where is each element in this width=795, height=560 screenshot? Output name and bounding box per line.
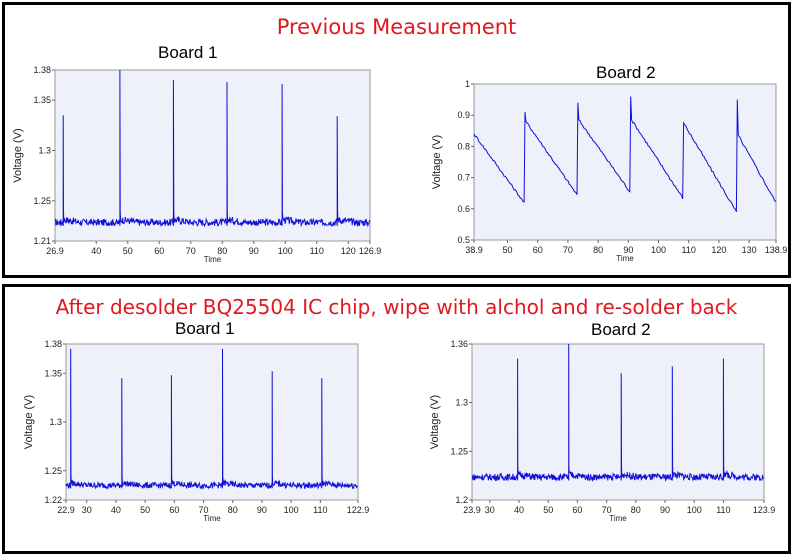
y-axis-label: Voltage (V)	[12, 128, 24, 182]
y-tick-label: 1.25	[33, 196, 51, 206]
x-tick-label: 40	[514, 505, 524, 515]
x-tick-label: 60	[154, 246, 164, 256]
x-tick-label: 80	[217, 246, 227, 256]
x-tick-label: 120	[711, 245, 726, 255]
y-axis-label: Voltage (V)	[23, 395, 35, 449]
x-tick-label: 70	[563, 245, 573, 255]
x-tick-label: 50	[123, 246, 133, 256]
x-axis-label: Time	[609, 514, 627, 523]
x-tick-label: 70	[186, 246, 196, 256]
chart-title-board-1-top: Board 1	[158, 43, 218, 62]
x-tick-label: 100	[278, 246, 293, 256]
x-tick-label: 22.9	[57, 505, 75, 515]
y-tick-label: 1.21	[33, 236, 51, 246]
plot-area	[473, 83, 777, 241]
x-tick-label: 70	[602, 505, 612, 515]
chart-title-board-2-bottom: Board 2	[591, 320, 651, 339]
x-tick-label: 110	[313, 505, 327, 515]
y-tick-label: 1.35	[44, 368, 62, 378]
x-axis-label: Time	[203, 514, 221, 523]
x-tick-label: 122.9	[347, 505, 370, 515]
x-tick-label: 60	[572, 505, 582, 515]
chart-board-1-previous: 1.21 1.25 1.3 1.35 1.38 26.9 40 50 60 70 80 90 100 11…	[12, 65, 381, 264]
y-tick-label: 1.38	[33, 65, 51, 75]
x-tick-label: 80	[228, 505, 238, 515]
y-tick-label: 0.5	[457, 235, 470, 245]
chart-title-board-2-top: Board 2	[596, 63, 656, 82]
x-tick-label: 138.9	[765, 245, 788, 255]
series-line	[473, 96, 777, 212]
x-tick-label: 100	[687, 505, 702, 515]
x-tick-label: 90	[660, 505, 670, 515]
y-tick-label: 1.3	[49, 417, 62, 427]
plot-area	[65, 343, 359, 501]
y-tick-label: 1.35	[33, 95, 51, 105]
x-tick-label: 123.9	[753, 505, 776, 515]
y-tick-label: 1.25	[450, 446, 468, 456]
x-tick-label: 90	[623, 245, 633, 255]
x-tick-label: 38.9	[465, 245, 483, 255]
x-tick-label: 80	[593, 245, 603, 255]
y-tick-label: 0.7	[457, 173, 470, 183]
y-tick-label: 1.3	[38, 145, 51, 155]
x-tick-label: 50	[140, 505, 150, 515]
y-axis-label: Voltage (V)	[431, 135, 443, 189]
x-tick-label: 100	[284, 505, 299, 515]
y-tick-label: 1.22	[44, 495, 62, 505]
y-tick-label: 1.38	[44, 339, 62, 349]
y-axis-label: Voltage (V)	[429, 395, 441, 449]
x-tick-label: 126.9	[359, 246, 382, 256]
y-tick-label: 1.36	[450, 339, 468, 349]
x-tick-label: 90	[249, 246, 259, 256]
x-tick-label: 23.9	[463, 505, 481, 515]
x-axis-label: Time	[204, 255, 222, 264]
x-tick-label: 80	[631, 505, 641, 515]
series-line	[54, 69, 370, 228]
x-tick-label: 100	[651, 245, 666, 255]
series-line	[471, 343, 764, 483]
heading-previous-measurement: Previous Measurement	[276, 15, 517, 39]
y-tick-label: 0.8	[457, 141, 470, 151]
y-tick-label: 1.2	[455, 495, 468, 505]
x-tick-label: 50	[543, 505, 553, 515]
y-tick-label: 1	[465, 79, 470, 89]
x-axis-label: Time	[616, 254, 634, 263]
heading-after-resolder: After desolder BQ25504 IC chip, wipe wit…	[55, 295, 738, 319]
chart-title-board-1-bottom: Board 1	[175, 319, 235, 338]
x-tick-label: 120	[341, 246, 356, 256]
x-tick-label: 110	[682, 245, 696, 255]
x-tick-label: 60	[169, 505, 179, 515]
y-tick-label: 0.9	[457, 110, 470, 120]
y-tick-label: 1.3	[455, 398, 468, 408]
x-tick-label: 50	[503, 245, 513, 255]
x-tick-label: 70	[199, 505, 209, 515]
plot-area	[54, 69, 371, 242]
chart-board-1-after: 1.22 1.25 1.3 1.35 1.38 22.9 30 40 50 60 70 80 90 100…	[23, 339, 369, 523]
x-tick-label: 110	[310, 246, 324, 256]
series-line	[65, 348, 358, 491]
x-tick-label: 30	[485, 505, 495, 515]
x-tick-label: 26.9	[46, 246, 64, 256]
x-tick-label: 40	[91, 246, 101, 256]
y-tick-label: 0.6	[457, 204, 470, 214]
chart-board-2-after: 1.2 1.25 1.3 1.36 23.9 30 40 50 60 70 80 90 100 110 12…	[429, 339, 775, 523]
x-tick-label: 130	[742, 245, 757, 255]
x-tick-label: 90	[257, 505, 267, 515]
y-tick-label: 1.25	[44, 466, 62, 476]
x-tick-label: 30	[82, 505, 92, 515]
x-tick-label: 60	[533, 245, 543, 255]
x-tick-label: 110	[716, 505, 730, 515]
x-tick-label: 40	[111, 505, 121, 515]
